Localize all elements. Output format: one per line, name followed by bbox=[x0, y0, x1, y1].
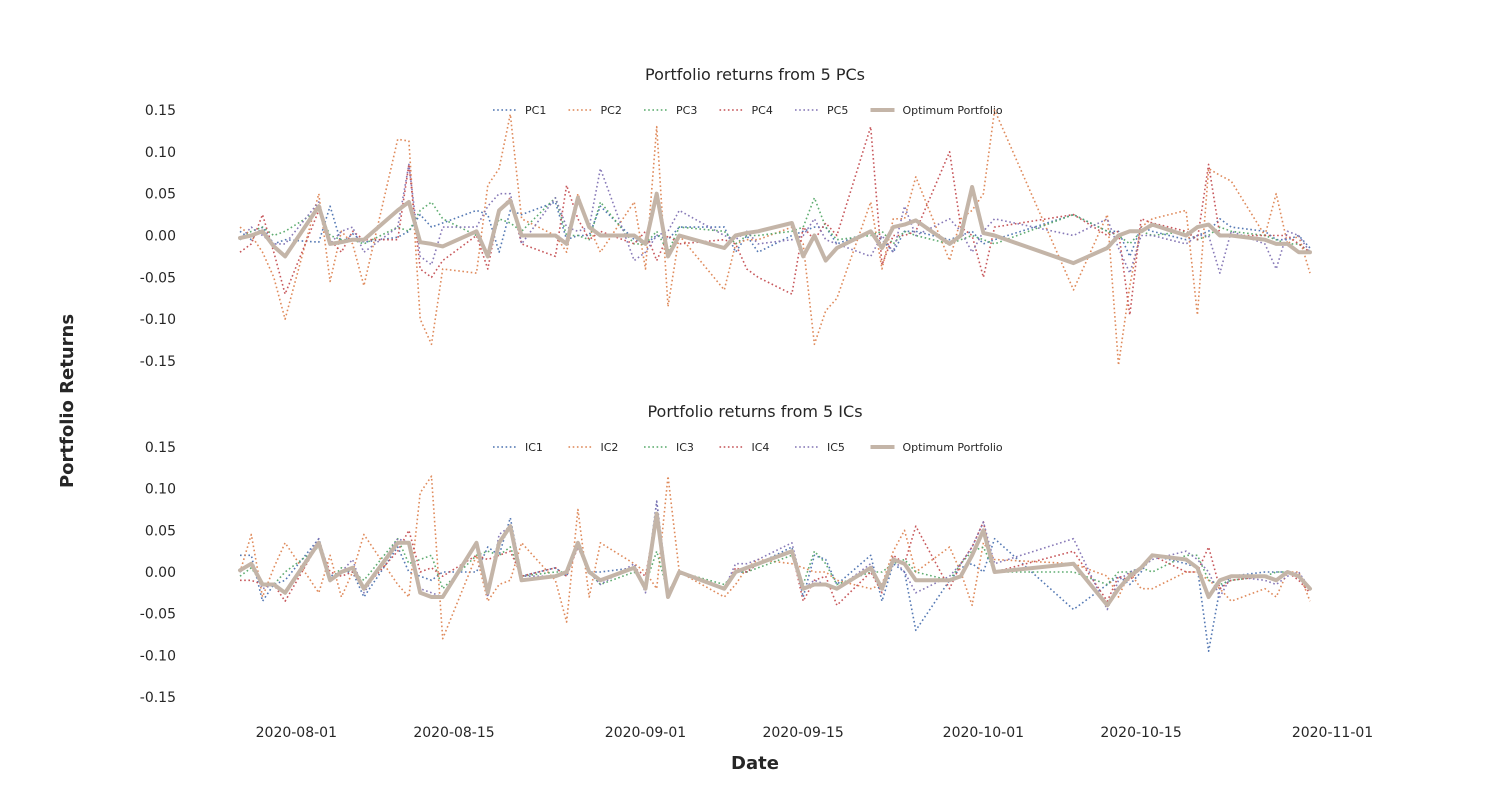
pc-y-tick-label: 0.05 bbox=[145, 187, 176, 203]
pc-legend-item: PC3 bbox=[644, 104, 697, 117]
pc-legend-item: Optimum Portfolio bbox=[870, 104, 1003, 117]
ic-chart-title: Portfolio returns from 5 ICs bbox=[647, 402, 862, 421]
x-tick-label: 2020-08-01 bbox=[256, 725, 337, 741]
pc-legend-item: PC2 bbox=[568, 104, 622, 117]
x-tick-label: 2020-11-01 bbox=[1292, 725, 1373, 741]
ic-legend-item: Optimum Portfolio bbox=[870, 441, 1003, 454]
x-tick-label: 2020-09-15 bbox=[762, 725, 843, 741]
pc-legend-label: Optimum Portfolio bbox=[903, 104, 1003, 117]
pc-series-line-optimum-portfolio bbox=[238, 185, 1312, 266]
pc-series-line-pc3 bbox=[239, 197, 1311, 253]
ic-legend-item: IC3 bbox=[644, 441, 694, 454]
ic-legend-label: IC5 bbox=[827, 441, 845, 454]
ic-legend-item: IC2 bbox=[568, 441, 619, 454]
pc-y-tick-label: 0.00 bbox=[145, 229, 176, 245]
ic-legend-item: IC1 bbox=[493, 441, 543, 454]
ic-y-ticks: 0.15 0.10 0.05 0.00 -0.05 -0.10 -0.15 bbox=[140, 440, 176, 706]
ic-y-tick-label: -0.15 bbox=[140, 690, 176, 706]
x-axis-label: Date bbox=[731, 753, 779, 774]
ic-legend-label: Optimum Portfolio bbox=[903, 441, 1003, 454]
x-tick-label: 2020-09-01 bbox=[605, 725, 686, 741]
pc-legend: PC1 PC2 PC3 PC4 PC5 Optimum Portfolio bbox=[493, 104, 1003, 117]
ic-legend-label: IC4 bbox=[752, 441, 770, 454]
pc-y-tick-label: 0.15 bbox=[145, 103, 176, 119]
pc-returns-panel: Portfolio returns from 5 PCs 0.15 0.10 0.0… bbox=[140, 65, 1312, 370]
pc-legend-item: PC5 bbox=[795, 104, 848, 117]
x-tick-label: 2020-10-01 bbox=[943, 725, 1024, 741]
pc-legend-label: PC3 bbox=[676, 104, 697, 117]
ic-y-tick-label: -0.05 bbox=[140, 607, 176, 623]
ic-legend-label: IC1 bbox=[525, 441, 543, 454]
ic-returns-panel: Portfolio returns from 5 ICs 0.15 0.10 0.0… bbox=[140, 402, 1312, 706]
ic-legend-item: IC5 bbox=[795, 441, 845, 454]
pc-legend-label: PC2 bbox=[601, 104, 622, 117]
pc-legend-label: PC1 bbox=[525, 104, 546, 117]
ic-y-tick-label: 0.10 bbox=[145, 482, 176, 498]
pc-series-line-pc2 bbox=[239, 109, 1311, 367]
ic-legend-label: IC3 bbox=[676, 441, 694, 454]
ic-series-line-ic2 bbox=[239, 475, 1311, 640]
ic-y-tick-label: 0.00 bbox=[145, 565, 176, 581]
pc-y-tick-label: -0.05 bbox=[140, 270, 176, 286]
pc-series-line-pc4 bbox=[239, 125, 1311, 316]
ic-legend: IC1 IC2 IC3 IC4 IC5 Optimum Portfolio bbox=[493, 441, 1003, 454]
pc-y-tick-label: -0.15 bbox=[140, 354, 176, 370]
pc-chart-title: Portfolio returns from 5 PCs bbox=[645, 65, 865, 84]
y-axis-label: Portfolio Returns bbox=[57, 314, 78, 488]
ic-y-tick-label: 0.05 bbox=[145, 523, 176, 539]
x-tick-label: 2020-10-15 bbox=[1100, 725, 1181, 741]
pc-legend-item: PC4 bbox=[719, 104, 773, 117]
pc-legend-label: PC4 bbox=[752, 104, 773, 117]
ic-legend-item: IC4 bbox=[719, 441, 770, 454]
ic-series-line-ic4 bbox=[240, 512, 1311, 607]
ic-y-tick-label: -0.10 bbox=[140, 648, 176, 664]
pc-y-tick-label: -0.10 bbox=[140, 312, 176, 328]
ic-series-line-optimum-portfolio bbox=[238, 511, 1312, 608]
pc-y-tick-label: 0.10 bbox=[145, 145, 176, 161]
pc-lines bbox=[238, 109, 1312, 367]
pc-legend-item: PC1 bbox=[493, 104, 546, 117]
x-ticks: 2020-08-01 2020-08-15 2020-09-01 2020-09-15… bbox=[256, 725, 1374, 741]
ic-y-tick-label: 0.15 bbox=[145, 440, 176, 456]
x-tick-label: 2020-08-15 bbox=[413, 725, 494, 741]
pc-legend-label: PC5 bbox=[827, 104, 848, 117]
ic-legend-label: IC2 bbox=[601, 441, 619, 454]
pc-y-ticks: 0.15 0.10 0.05 0.00 -0.05 -0.10 -0.15 bbox=[140, 103, 176, 370]
ic-lines bbox=[238, 475, 1312, 653]
